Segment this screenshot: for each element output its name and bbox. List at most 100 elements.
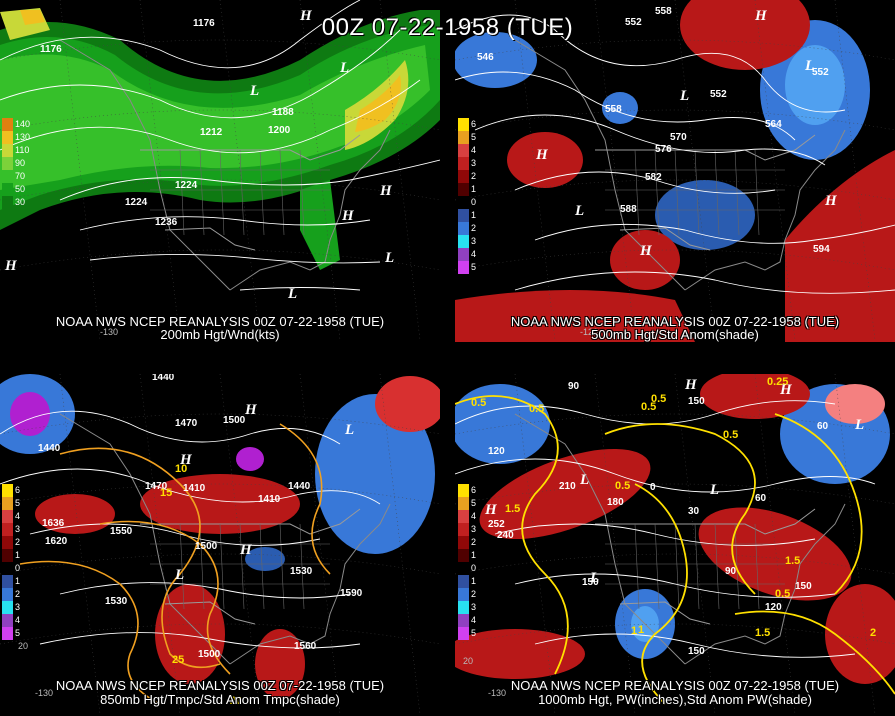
contour-label: 1224 — [125, 197, 148, 208]
pw-label: 0.5 — [615, 480, 630, 492]
border-us-mexico — [164, 601, 256, 625]
legend-swatch — [458, 562, 469, 575]
contour-label: 1590 — [340, 588, 363, 599]
legend-label: 2 — [15, 537, 21, 547]
legend-label: 1 — [471, 550, 477, 560]
legend-label: 3 — [471, 236, 477, 246]
legend-swatch — [458, 523, 469, 536]
contour-label: 60 — [755, 493, 767, 504]
pressure-center-label: H — [484, 502, 498, 518]
contour-label: 0 — [650, 482, 656, 493]
legend-swatch — [2, 170, 13, 183]
legend-swatch — [2, 484, 13, 497]
pressure-center-label-group: H H H L L — [174, 402, 354, 583]
panel-200mb: 1176 1176 1188 1200 1212 1224 1224 1236 H L L H H L L H… — [0, 0, 440, 342]
contour-label: 1500 — [195, 541, 218, 552]
contour-line — [0, 79, 421, 154]
anomaly-positive — [610, 230, 680, 290]
legend-swatch — [458, 183, 469, 196]
legend-label: 5 — [471, 132, 477, 142]
contour-line — [474, 114, 826, 166]
contour-label: 546 — [477, 52, 494, 63]
legend-label: 5 — [15, 628, 21, 638]
legend-swatch — [2, 183, 13, 196]
contour-label-group: 1176 1176 1188 1200 1212 1224 1224 1236 — [40, 18, 294, 228]
panel-subtitle-850mb: 850mb Hgt/Tmpc/Std Anom Tmpc(shade) — [100, 692, 340, 707]
panel-subtitle-200mb: 200mb Hgt/Wnd(kts) — [160, 327, 280, 342]
pressure-center-label: L — [709, 482, 719, 498]
legend-label: 140 — [15, 119, 31, 129]
contour-label: 1470 — [145, 481, 168, 492]
contour-label: 150 — [688, 396, 705, 407]
legend-swatch — [458, 131, 469, 144]
legend-label: 4 — [15, 511, 21, 521]
basemap — [0, 0, 440, 341]
contour-label: 558 — [605, 104, 622, 115]
contour-label: 1236 — [155, 217, 178, 228]
pressure-center-label-group: H L H H H L L — [535, 8, 838, 259]
contour-label: 90 — [568, 381, 580, 392]
legend-label: 3 — [15, 602, 21, 612]
anomaly-negative-extreme — [236, 447, 264, 471]
panel-500mb: 552 558 570 552 564 576 582 588 594 546 558 552 H L H H… — [455, 0, 895, 342]
contour-label: 1550 — [110, 526, 133, 537]
legend-label: 6 — [471, 485, 477, 495]
border-us-mexico — [619, 227, 711, 251]
contour-line — [239, 287, 361, 291]
temperature-label: 15 — [160, 487, 172, 499]
temperature-label: 25 — [172, 654, 184, 666]
pw-label: 0.5 — [651, 393, 666, 405]
contour-label: 1500 — [223, 415, 246, 426]
contour-line — [534, 633, 856, 658]
legend-wind: 140 130 110 90 70 50 30 — [2, 118, 30, 209]
legend-swatch — [458, 510, 469, 523]
anomaly-positive — [825, 584, 895, 684]
legend-label: 4 — [471, 145, 477, 155]
contour-line — [59, 582, 351, 599]
border-us-mexico — [164, 227, 256, 251]
legend-swatch — [2, 157, 13, 170]
contour-line — [455, 71, 796, 141]
longitude-label: -130 — [35, 688, 53, 698]
contour-line — [99, 520, 231, 675]
contour-label: 1200 — [268, 125, 291, 136]
contours — [0, 410, 381, 649]
pw-label: 1.5 — [505, 503, 520, 515]
legend-swatch — [458, 209, 469, 222]
legend-label: 130 — [15, 132, 31, 142]
legend-swatch — [2, 144, 13, 157]
contour-line — [0, 468, 381, 505]
pw-label: 2 — [870, 627, 876, 639]
contour-label: 1500 — [198, 649, 221, 660]
contour-line — [39, 632, 361, 649]
pressure-center-label: H — [341, 208, 355, 224]
legend-swatch — [458, 536, 469, 549]
anomaly-negative — [602, 92, 638, 124]
legend-swatch — [458, 196, 469, 209]
contours — [455, 14, 895, 294]
contour-line — [89, 253, 381, 264]
panel-1000mb: 90 120 150 210 240 252 150 180 30 60 0 60 90 120 150 15… — [455, 374, 895, 716]
legend-label: 4 — [471, 615, 477, 625]
legend-swatch — [2, 575, 13, 588]
contour-label: 1440 — [288, 481, 311, 492]
legend-swatch — [458, 601, 469, 614]
state-lines — [605, 149, 785, 236]
anomaly-positive — [680, 0, 810, 70]
anomaly-negative — [315, 394, 435, 554]
legend-label: 2 — [471, 223, 477, 233]
legend-swatch — [2, 196, 13, 209]
pressure-center-label: H — [824, 193, 838, 209]
anomaly-negative — [455, 384, 550, 464]
panel-subtitle-500mb: 500mb Hgt/Std Anom(shade) — [591, 327, 759, 342]
contour-label: 1530 — [105, 596, 128, 607]
contour-line — [774, 413, 863, 595]
legend-swatch — [458, 144, 469, 157]
pw-label: 1.5 — [785, 555, 800, 567]
contour-line — [514, 171, 776, 194]
pressure-center-label: H — [179, 452, 193, 468]
legend-label: 2 — [471, 537, 477, 547]
contour-line — [455, 395, 569, 675]
legend-swatch — [458, 235, 469, 248]
